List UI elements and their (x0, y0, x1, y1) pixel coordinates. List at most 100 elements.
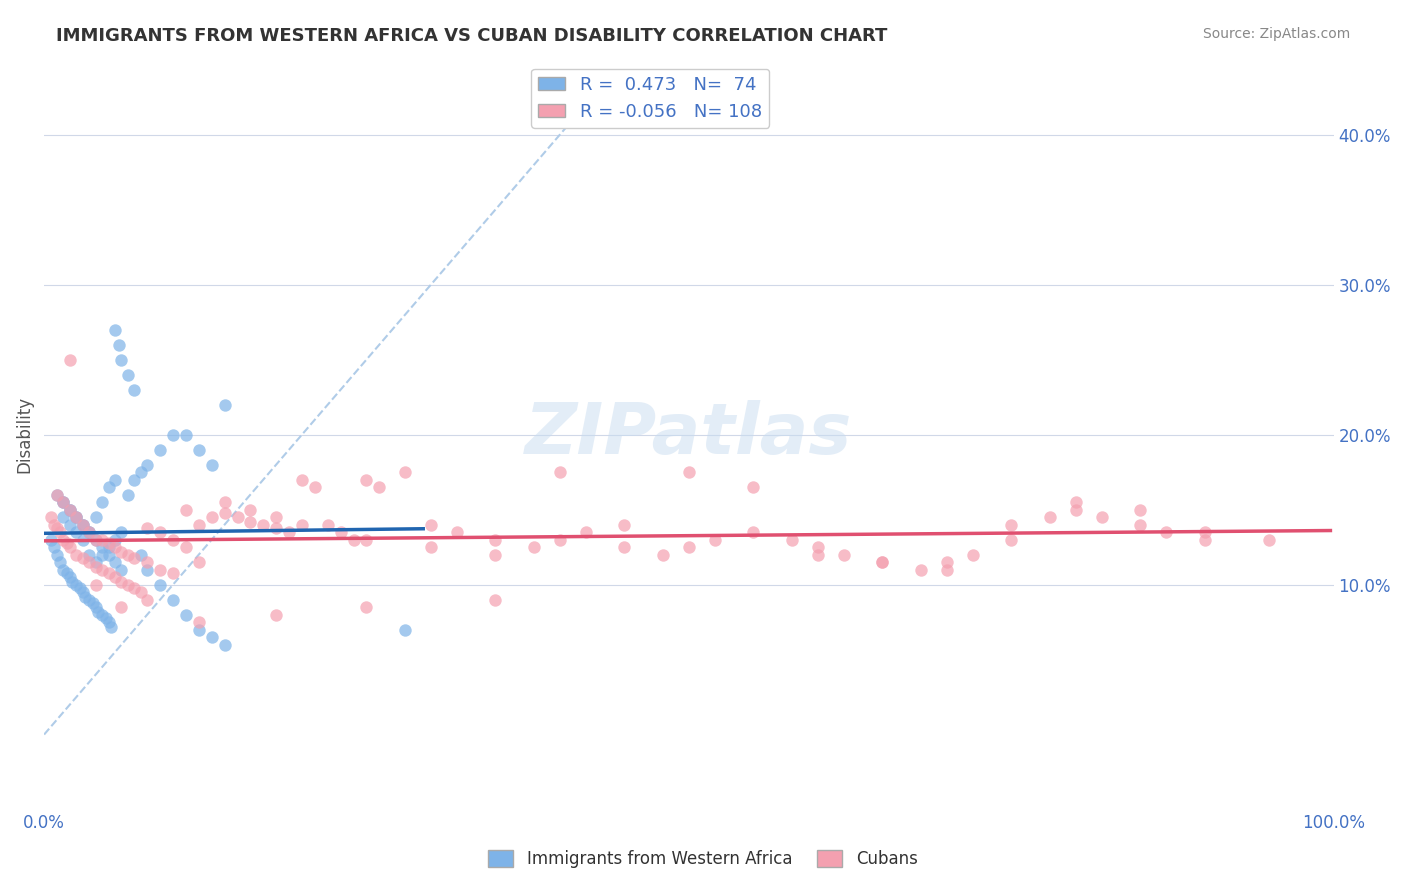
Point (65, 510, 87, 524)
Point (962, 548, 984, 562)
Point (356, 473, 378, 487)
Point (1000, 517, 1022, 532)
Point (104, 322, 127, 336)
Point (342, 533, 364, 547)
Point (1154, 524, 1177, 539)
Point (59, 502, 82, 516)
Point (117, 577, 139, 591)
Point (108, 337, 131, 351)
Point (174, 607, 197, 622)
Point (84, 555, 107, 569)
Point (264, 510, 287, 524)
Point (613, 517, 636, 532)
Point (910, 563, 932, 577)
Point (187, 555, 209, 569)
Point (1064, 495, 1087, 509)
Point (1194, 533, 1216, 547)
Text: ZIPatlas: ZIPatlas (526, 401, 852, 469)
Point (264, 607, 287, 622)
Point (394, 465, 416, 479)
Point (214, 398, 236, 412)
Point (136, 555, 159, 569)
Point (136, 458, 159, 472)
Point (84, 533, 107, 547)
Point (149, 442, 172, 457)
Point (356, 533, 378, 547)
Text: IMMIGRANTS FROM WESTERN AFRICA VS CUBAN DISABILITY CORRELATION CHART: IMMIGRANTS FROM WESTERN AFRICA VS CUBAN … (56, 27, 887, 45)
Point (316, 517, 339, 532)
Point (110, 352, 132, 367)
Point (91, 495, 114, 509)
Point (72, 517, 94, 532)
Point (1129, 502, 1152, 516)
Point (91, 548, 114, 562)
Point (59, 517, 82, 532)
Point (46, 487, 69, 501)
Point (72, 550, 94, 565)
Point (742, 480, 765, 494)
Point (484, 533, 506, 547)
Point (65, 548, 87, 562)
Point (304, 480, 326, 494)
Point (72, 517, 94, 532)
Point (613, 540, 636, 554)
Point (1000, 533, 1022, 547)
Point (872, 555, 894, 569)
Point (187, 517, 209, 532)
Point (91, 540, 114, 554)
Point (264, 520, 287, 534)
Point (703, 533, 725, 547)
Point (56, 566, 79, 580)
Point (329, 524, 352, 539)
Point (104, 570, 127, 584)
Point (97, 480, 120, 494)
Point (110, 563, 132, 577)
Point (39, 510, 62, 524)
Point (84, 510, 107, 524)
Point (1039, 510, 1062, 524)
Point (110, 600, 132, 615)
Point (48, 555, 70, 569)
Point (104, 555, 127, 569)
Point (97, 615, 120, 629)
Point (136, 520, 159, 534)
Point (239, 515, 262, 529)
Point (91, 607, 114, 622)
Point (214, 638, 236, 652)
Point (104, 473, 127, 487)
Point (807, 548, 830, 562)
Point (174, 502, 197, 516)
Point (65, 577, 87, 591)
Point (214, 506, 236, 520)
Point (72, 585, 94, 599)
Point (129, 465, 152, 479)
Point (97, 540, 120, 554)
Point (97, 548, 120, 562)
Point (872, 555, 894, 569)
Point (129, 585, 152, 599)
Point (117, 487, 139, 501)
Point (149, 577, 172, 591)
Point (420, 540, 443, 554)
Point (97, 566, 120, 580)
Point (44, 517, 66, 532)
Point (65, 510, 87, 524)
Point (136, 563, 159, 577)
Point (149, 524, 172, 539)
Y-axis label: Disability: Disability (15, 396, 32, 473)
Point (174, 540, 197, 554)
Point (59, 502, 82, 516)
Point (252, 517, 274, 532)
Point (124, 383, 146, 397)
Point (110, 544, 132, 558)
Point (46, 548, 69, 562)
Point (201, 510, 224, 524)
Point (187, 615, 209, 629)
Point (124, 550, 146, 565)
Point (77, 524, 100, 539)
Point (77, 548, 100, 562)
Point (117, 368, 139, 382)
Point (72, 533, 94, 547)
Point (77, 592, 100, 607)
Point (187, 442, 209, 457)
